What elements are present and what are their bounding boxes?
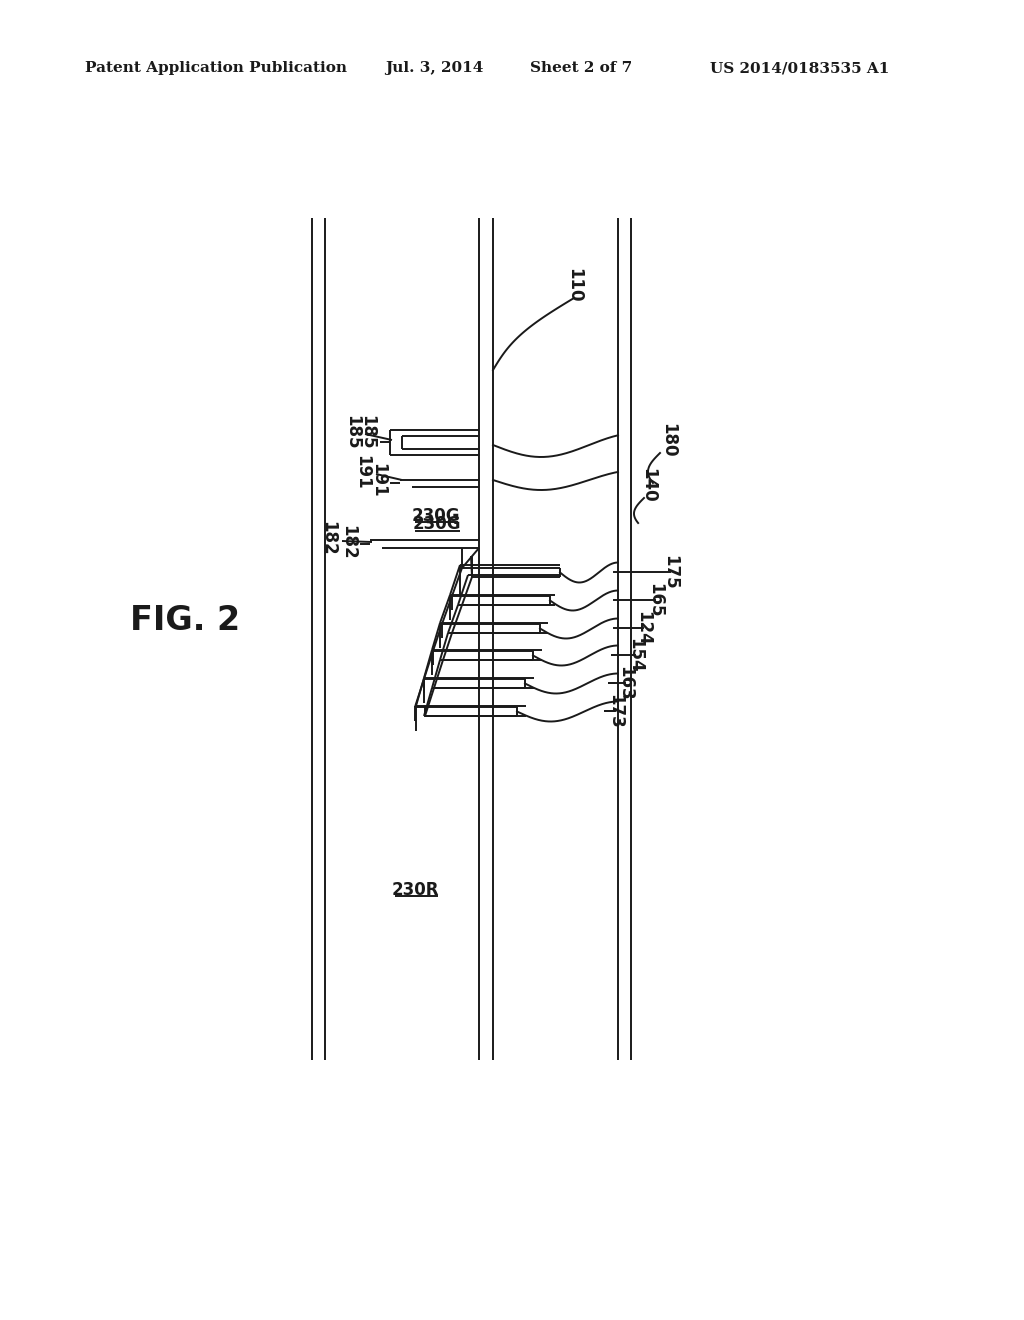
- Text: 230R: 230R: [391, 880, 438, 899]
- Text: Jul. 3, 2014: Jul. 3, 2014: [385, 61, 483, 75]
- Text: 173: 173: [606, 693, 624, 729]
- Text: 182: 182: [319, 520, 337, 556]
- Text: 191: 191: [369, 463, 387, 498]
- Text: 175: 175: [662, 554, 679, 589]
- Text: 110: 110: [565, 268, 583, 302]
- Text: 230G: 230G: [413, 515, 461, 533]
- Text: 180: 180: [659, 422, 677, 457]
- Text: Patent Application Publication: Patent Application Publication: [85, 61, 347, 75]
- Text: 154: 154: [626, 638, 644, 672]
- Text: 165: 165: [646, 582, 664, 618]
- Text: 185: 185: [358, 414, 376, 449]
- Text: 182: 182: [339, 524, 357, 560]
- Text: FIG. 2: FIG. 2: [130, 603, 240, 636]
- Text: 185: 185: [343, 414, 361, 449]
- Text: 191: 191: [353, 454, 371, 490]
- Text: Sheet 2 of 7: Sheet 2 of 7: [530, 61, 632, 75]
- Text: 124: 124: [634, 611, 652, 645]
- Text: 163: 163: [616, 665, 634, 701]
- Text: US 2014/0183535 A1: US 2014/0183535 A1: [710, 61, 890, 75]
- Text: 230G: 230G: [412, 507, 460, 525]
- Text: 140: 140: [639, 467, 657, 503]
